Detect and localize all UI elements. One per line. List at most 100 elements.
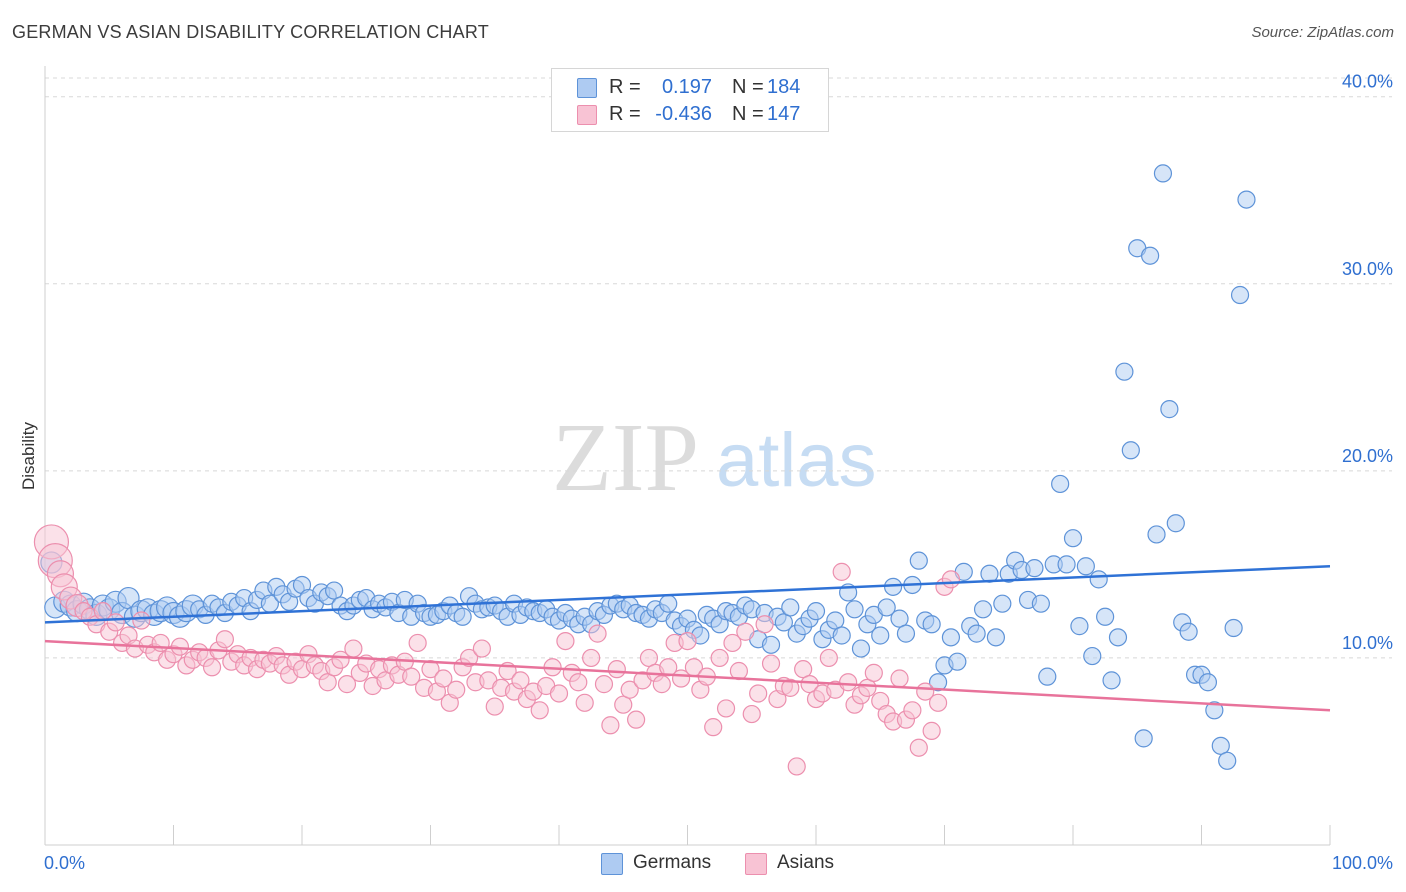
asians-point (800, 675, 819, 694)
y-tick-label: 30.0% (1342, 259, 1393, 279)
asians-point (202, 658, 222, 677)
asians-point (794, 660, 813, 679)
chart-title: GERMAN VS ASIAN DISABILITY CORRELATION C… (12, 22, 489, 42)
asians-point (678, 631, 697, 651)
n-label: N = (732, 76, 764, 98)
asians-point (318, 673, 337, 692)
n-label: N = (732, 103, 764, 125)
asians-point (736, 622, 755, 641)
x-tick-label: 0.0% (44, 853, 85, 873)
asians-point (106, 613, 125, 632)
germans-point (1038, 667, 1057, 686)
asians-point (215, 630, 234, 649)
germans-point (1218, 751, 1237, 770)
asians-point (402, 667, 421, 686)
asians-point (588, 624, 607, 643)
asians-point (447, 680, 466, 699)
asians-point (704, 718, 723, 737)
y-tick-label: 20.0% (1342, 446, 1393, 466)
germans-point (1205, 701, 1224, 720)
germans-point (871, 626, 890, 645)
watermark-zip: ZIP (552, 404, 699, 512)
germans-swatch (577, 78, 597, 98)
germans-point (909, 551, 928, 570)
germans-point (1031, 594, 1050, 613)
asians-point (723, 633, 742, 653)
asians-point (755, 615, 774, 634)
germans-point (1070, 617, 1089, 636)
germans-point (1121, 441, 1140, 460)
legend-row-asians: R = -0.436 N = 147 (552, 101, 828, 127)
germans-point (1230, 285, 1250, 305)
asians-point (485, 697, 504, 716)
germans-point (896, 624, 916, 643)
germans-point (1102, 671, 1121, 690)
n-value: 147 (767, 103, 801, 125)
y-axis-label: Disability (19, 421, 38, 490)
germans-point (1089, 570, 1108, 589)
asians-trend-line (44, 639, 1331, 712)
asians-point (742, 704, 761, 724)
germans-point (1179, 622, 1198, 641)
asians-point (472, 639, 491, 658)
germans-point (659, 594, 678, 613)
germans-point (928, 673, 948, 692)
asians-point (922, 721, 941, 740)
asians-point (864, 663, 883, 682)
germans-point (1051, 474, 1070, 494)
germans-point (761, 635, 781, 654)
germans-point (1147, 525, 1166, 544)
germans-point (781, 598, 800, 617)
asians-point (607, 660, 626, 679)
asians-point (787, 757, 806, 776)
watermark-atlas: atlas (716, 418, 877, 503)
asians-point (569, 673, 588, 692)
germans-point (845, 600, 864, 619)
germans-point (851, 639, 871, 658)
germans-legend-label: Germans (633, 852, 712, 873)
asians-point (890, 669, 909, 688)
germans-point (922, 615, 941, 634)
germans-point (453, 607, 472, 626)
germans-legend-swatch (601, 853, 623, 875)
asians-point (941, 570, 961, 589)
asians-point (582, 648, 601, 668)
germans-point (1140, 246, 1160, 265)
asians-point (832, 562, 851, 581)
asians-point (170, 637, 190, 656)
germans-point (1076, 557, 1095, 576)
asians-point (909, 738, 928, 757)
germans-point (774, 613, 793, 632)
n-value: 184 (767, 76, 801, 98)
asians-point (344, 639, 363, 658)
asians-point (626, 710, 646, 729)
germans-point (941, 628, 961, 647)
germans-point (1198, 673, 1218, 692)
r-value: -0.436 (655, 103, 712, 125)
germans-point (325, 581, 344, 600)
asians-point (781, 678, 800, 697)
asians-point (132, 611, 151, 630)
asians-point (549, 684, 569, 703)
asians-point (749, 684, 768, 703)
r-label: R = (609, 103, 641, 125)
y-tick-label: 40.0% (1342, 72, 1393, 92)
asians-point (408, 633, 427, 653)
germans-point (973, 600, 993, 619)
y-tick-label: 10.0% (1342, 633, 1393, 653)
asians-point (761, 654, 781, 673)
germans-point (1160, 400, 1179, 419)
germans-point (826, 611, 845, 630)
germans-point (832, 626, 851, 645)
germans-point (1083, 646, 1102, 666)
asians-point (903, 701, 922, 720)
legend-row-germans: R = 0.197 N = 184 (552, 74, 828, 100)
germans-point (806, 602, 826, 621)
axes (44, 66, 1331, 846)
asians-point (614, 695, 633, 714)
germans-point (948, 652, 967, 671)
asians-point (575, 693, 594, 712)
r-value: 0.197 (661, 76, 712, 98)
asians-legend-label: Asians (777, 852, 835, 873)
